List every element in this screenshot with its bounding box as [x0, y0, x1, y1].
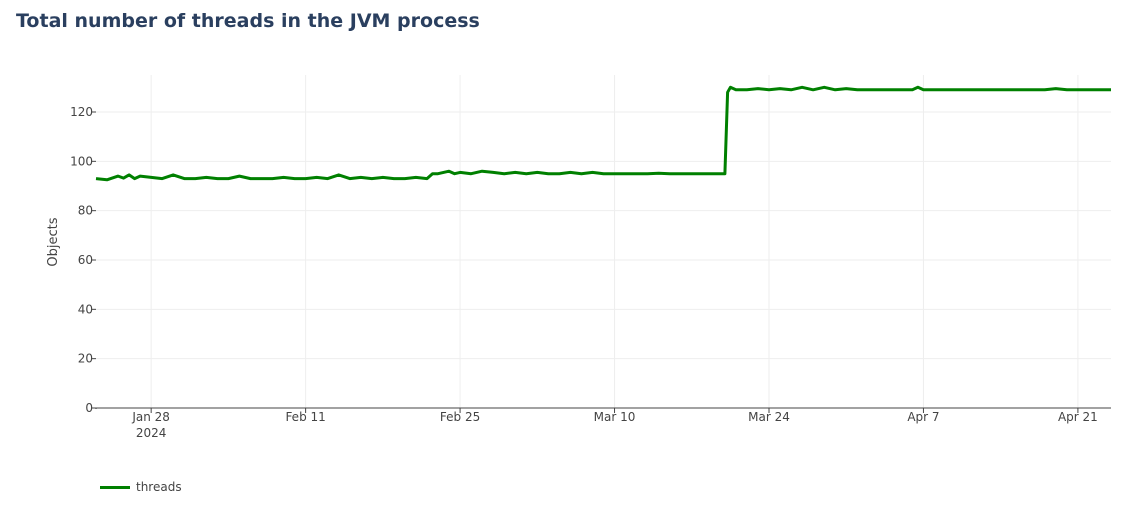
x-gridlines — [150, 75, 1079, 408]
x-tick-label: Apr 7 — [907, 410, 939, 424]
y-tick-label: 40 — [78, 302, 93, 316]
x-tick-sublabel: 2024 — [136, 426, 167, 440]
y-tick-label: 100 — [70, 154, 93, 168]
y-tick-labels: 0 20 40 60 80 100 120 — [70, 105, 93, 415]
legend[interactable]: threads — [100, 480, 182, 494]
x-tick-labels: Jan 28 2024 Feb 11 Feb 25 Mar 10 Mar 24 Apr 7 A… — [131, 410, 1097, 440]
axes — [91, 111, 1111, 413]
series-layer — [95, 85, 1111, 182]
y-tick-label: 120 — [70, 105, 93, 119]
legend-label-threads: threads — [136, 480, 182, 494]
legend-swatch-threads — [100, 485, 130, 489]
x-tick-label: Jan 28 — [131, 410, 170, 424]
y-axis-title: Objects — [46, 217, 61, 266]
y-gridlines — [96, 111, 1111, 360]
x-tick-label: Mar 10 — [594, 410, 636, 424]
y-tick-label: 60 — [78, 253, 93, 267]
y-tick-label: 80 — [78, 204, 93, 218]
x-tick-label: Feb 11 — [285, 410, 325, 424]
y-tick-label: 0 — [85, 401, 93, 415]
x-tick-label: Apr 21 — [1058, 410, 1098, 424]
x-tick-label: Mar 24 — [748, 410, 790, 424]
chart-title: Total number of threads in the JVM proce… — [16, 10, 480, 32]
y-tick-label: 20 — [78, 352, 93, 366]
series-line-threads — [95, 85, 1111, 182]
x-tick-label: Feb 25 — [440, 410, 480, 424]
